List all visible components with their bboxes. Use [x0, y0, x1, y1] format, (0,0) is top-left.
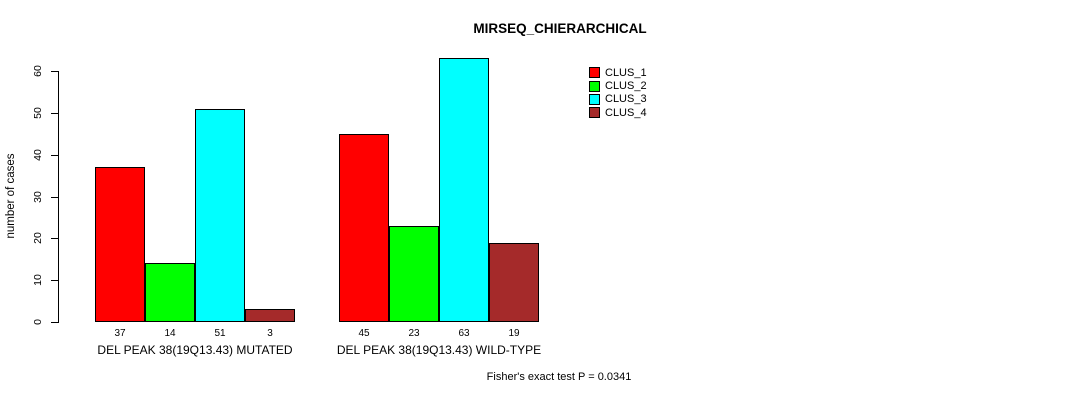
group-label: DEL PEAK 38(19Q13.43) WILD-TYPE: [336, 343, 542, 357]
bar-value-label: 14: [164, 328, 176, 339]
bar-clus_1-group1: [95, 167, 145, 322]
y-axis-label: number of cases: [5, 153, 17, 239]
y-tick-label: 30: [32, 191, 44, 203]
bar-value-label: 3: [267, 328, 273, 339]
legend-swatch-clus_4: [589, 107, 600, 119]
y-tick-label: 10: [32, 274, 44, 286]
y-tick-mark: [51, 71, 58, 72]
legend-label: CLUS_2: [605, 80, 647, 93]
y-axis-line: [58, 71, 59, 323]
bar-clus_4-group2: [489, 243, 539, 322]
legend-row-clus_2: CLUS_2: [589, 79, 647, 92]
group-label: DEL PEAK 38(19Q13.43) MUTATED: [97, 343, 293, 357]
legend-row-clus_1: CLUS_1: [589, 66, 647, 79]
bar-clus_4-group1: [245, 309, 295, 322]
y-tick-label: 20: [32, 232, 44, 244]
bar-value-label: 23: [408, 328, 420, 339]
fisher-test-annotation: Fisher's exact test P = 0.0341: [486, 371, 632, 383]
bar-value-label: 51: [214, 328, 226, 339]
legend-swatch-clus_1: [589, 67, 600, 79]
bar-clus_2-group1: [145, 263, 195, 322]
legend-swatch-clus_3: [589, 93, 600, 105]
bar-value-label: 63: [458, 328, 470, 339]
bar-value-label: 45: [358, 328, 370, 339]
bar-value-label: 37: [114, 328, 126, 339]
legend-row-clus_3: CLUS_3: [589, 93, 647, 106]
legend-label: CLUS_4: [605, 106, 647, 119]
bar-clus_2-group2: [389, 226, 439, 322]
legend-row-clus_4: CLUS_4: [589, 106, 647, 119]
bar-clus_1-group2: [339, 134, 389, 322]
legend-label: CLUS_3: [605, 93, 647, 106]
y-tick-label: 50: [32, 107, 44, 119]
y-tick-mark: [51, 197, 58, 198]
y-tick-mark: [51, 280, 58, 281]
y-tick-label: 0: [32, 319, 44, 325]
legend: CLUS_1 CLUS_2 CLUS_3 CLUS_4: [589, 66, 647, 120]
chart-title: MIRSEQ_CHIERARCHICAL: [473, 21, 647, 36]
legend-swatch-clus_2: [589, 80, 600, 92]
y-tick-mark: [51, 322, 58, 323]
bar-clus_3-group2: [439, 58, 489, 322]
y-tick-label: 60: [32, 65, 44, 77]
y-tick-mark: [51, 238, 58, 239]
y-tick-mark: [51, 113, 58, 114]
bar-clus_3-group1: [195, 109, 245, 322]
legend-label: CLUS_1: [605, 66, 647, 79]
y-tick-label: 40: [32, 149, 44, 161]
y-tick-mark: [51, 155, 58, 156]
bar-value-label: 19: [508, 328, 520, 339]
